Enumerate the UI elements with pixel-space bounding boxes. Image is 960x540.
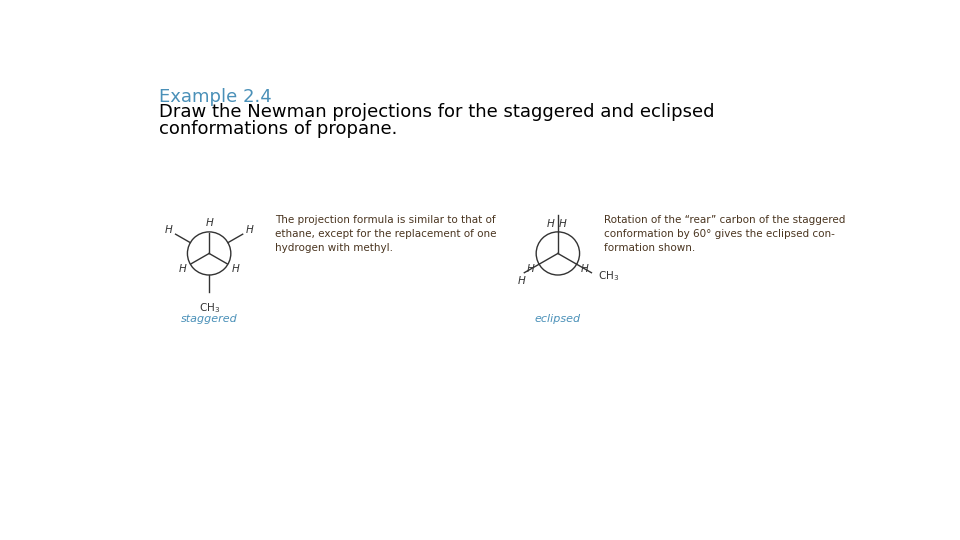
Text: The projection formula is similar to that of
ethane, except for the replacement : The projection formula is similar to tha… <box>275 215 496 253</box>
Text: H: H <box>546 219 554 229</box>
Text: Example 2.4: Example 2.4 <box>158 88 272 106</box>
Text: H: H <box>559 219 566 229</box>
Text: H: H <box>232 264 240 274</box>
Text: H: H <box>246 225 253 235</box>
Text: eclipsed: eclipsed <box>535 314 581 323</box>
Text: H: H <box>179 264 186 274</box>
Text: H: H <box>165 225 173 235</box>
Text: staggered: staggered <box>180 314 237 323</box>
Text: H: H <box>581 264 588 274</box>
Text: H: H <box>205 218 213 228</box>
Text: H: H <box>527 264 535 274</box>
Text: CH$_3$: CH$_3$ <box>199 301 220 315</box>
Text: Rotation of the “rear” carbon of the staggered
conformation by 60° gives the ecl: Rotation of the “rear” carbon of the sta… <box>605 215 846 253</box>
Text: CH$_3$: CH$_3$ <box>598 269 619 282</box>
Text: Draw the Newman projections for the staggered and eclipsed: Draw the Newman projections for the stag… <box>158 103 714 122</box>
Text: H: H <box>518 276 526 286</box>
Text: conformations of propane.: conformations of propane. <box>158 120 397 138</box>
